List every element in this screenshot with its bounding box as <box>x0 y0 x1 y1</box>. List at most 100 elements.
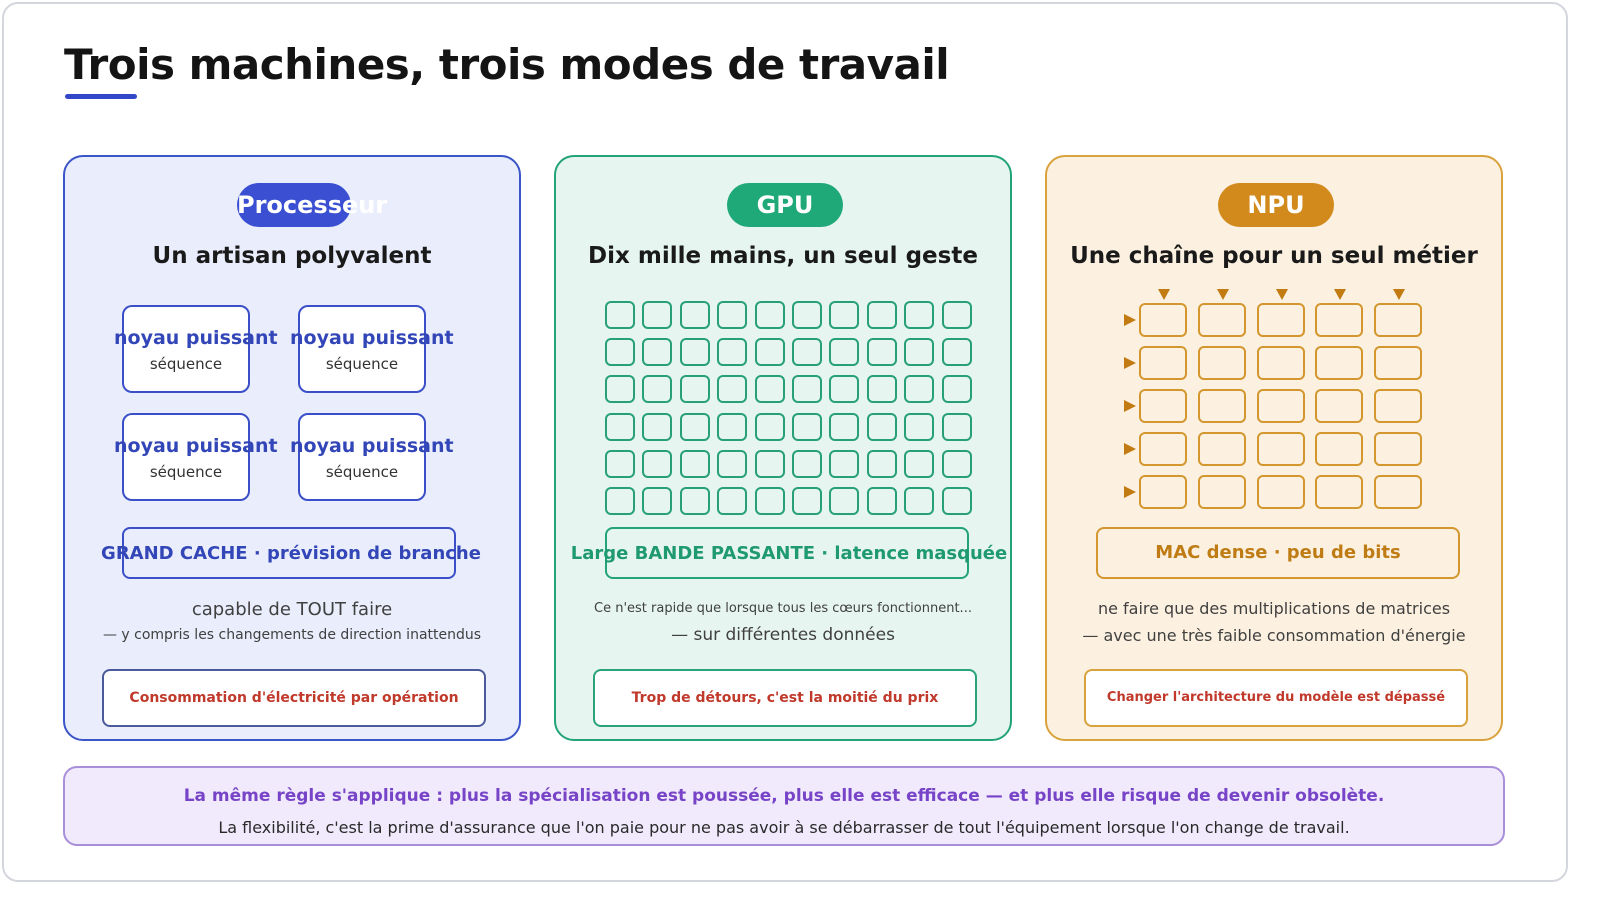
core-title: noyau puissant <box>114 327 278 349</box>
gpu-core-cell <box>605 412 635 441</box>
gpu-core-cell <box>792 301 822 329</box>
npu-feature-label: MAC dense · peu de bits <box>1096 527 1460 579</box>
core-subtitle: séquence <box>149 463 223 481</box>
gpu-core-cell <box>941 449 972 478</box>
mac-unit-cell <box>1139 432 1187 466</box>
data-flow-down-icon <box>1216 289 1229 300</box>
gpu-core-cell <box>904 487 935 515</box>
gpu-core-cell <box>754 412 785 441</box>
gpu-core-cell <box>866 487 897 515</box>
core-subtitle: séquence <box>149 355 223 373</box>
gpu-core-cell <box>792 449 822 478</box>
gpu-core-cell <box>642 412 673 441</box>
mac-unit-cell <box>1197 303 1246 337</box>
gpu-core-cell <box>642 375 673 404</box>
panel-subtitle: Dix mille mains, un seul geste <box>588 243 978 269</box>
data-flow-right-icon <box>1124 357 1136 369</box>
gpu-core-cell <box>792 487 822 515</box>
gpu-core-cell <box>605 301 635 329</box>
gpu-core-cell <box>717 449 748 478</box>
gpu-core-cell <box>679 301 710 329</box>
gpu-core-cell <box>605 449 635 478</box>
mac-unit-cell <box>1139 475 1187 509</box>
gpu-core-cell <box>904 449 935 478</box>
gpu-core-cell <box>904 375 935 404</box>
mac-unit-cell <box>1139 303 1187 337</box>
data-flow-down-icon <box>1393 289 1406 300</box>
panel-caption-detail: — avec une très faible consommation d'én… <box>1082 626 1466 645</box>
gpu-core-cell <box>904 412 935 441</box>
panel-subtitle: Une chaîne pour un seul métier <box>1070 243 1478 269</box>
gpu-core-cell <box>754 487 785 515</box>
page-title: Trois machines, trois modes de travail <box>64 40 950 89</box>
mac-unit-cell <box>1197 389 1246 423</box>
panel-warning: Consommation d'électricité par opération <box>102 669 486 727</box>
gpu-core-cell <box>642 338 673 367</box>
mac-unit-cell <box>1315 303 1364 337</box>
core-title: noyau puissant <box>290 435 454 457</box>
gpu-core-cell <box>829 412 860 441</box>
mac-unit-cell <box>1256 432 1305 466</box>
gpu-core-cell <box>754 338 785 367</box>
gpu-core-cell <box>829 338 860 367</box>
panel-caption: Ce n'est rapide que lorsque tous les cœu… <box>594 601 972 616</box>
cpu-cache-box: GRAND CACHE · prévision de branche <box>101 527 481 579</box>
mac-unit-cell <box>1315 346 1364 380</box>
gpu-core-cell <box>754 449 785 478</box>
data-flow-right-icon <box>1124 443 1136 455</box>
data-flow-right-icon <box>1124 486 1136 498</box>
cpu-core: noyau puissant séquence <box>114 305 278 393</box>
mac-unit-cell <box>1374 432 1423 466</box>
cpu-core: noyau puissant séquence <box>114 413 278 501</box>
gpu-core-cell <box>605 487 635 515</box>
gpu-core-cell <box>754 375 785 404</box>
panel-npu: NPU Une chaîne pour un seul métier MAC d… <box>1045 155 1503 741</box>
gpu-core-cell <box>829 487 860 515</box>
core-subtitle: séquence <box>325 463 399 481</box>
gpu-feature-label: Large BANDE PASSANTE · latence masquée <box>570 543 1008 564</box>
gpu-core-cell <box>642 449 673 478</box>
gpu-core-cell <box>717 412 748 441</box>
cpu-core: noyau puissant séquence <box>290 305 454 393</box>
gpu-core-cell <box>941 487 972 515</box>
mac-unit-cell <box>1374 475 1423 509</box>
gpu-core-cell <box>642 487 673 515</box>
gpu-core-cell <box>717 338 748 367</box>
mac-unit-cell <box>1256 303 1305 337</box>
gpu-core-cell <box>679 338 710 367</box>
mac-unit-cell <box>1374 303 1423 337</box>
panel-subtitle: Un artisan polyvalent <box>152 243 432 269</box>
gpu-core-cell <box>679 412 710 441</box>
panel-caption: ne faire que des multiplications de matr… <box>1097 599 1451 618</box>
cpu-core: noyau puissant séquence <box>290 413 454 501</box>
panel-warning: Changer l'architecture du modèle est dép… <box>1084 669 1468 727</box>
data-flow-right-icon <box>1124 400 1136 412</box>
mac-unit-cell <box>1197 475 1246 509</box>
gpu-core-cell <box>605 375 635 404</box>
core-title: noyau puissant <box>290 327 454 349</box>
panel-caption-detail: — y compris les changements de direction… <box>102 627 482 643</box>
gpu-core-cell <box>866 338 897 367</box>
badge-gpu: GPU <box>727 183 843 227</box>
gpu-core-cell <box>866 375 897 404</box>
cpu-feature-label: GRAND CACHE · prévision de branche <box>101 543 481 564</box>
core-subtitle: séquence <box>325 355 399 373</box>
data-flow-down-icon <box>1334 289 1347 300</box>
gpu-core-cell <box>717 375 748 404</box>
mac-unit-cell <box>1256 475 1305 509</box>
gpu-core-cell <box>717 301 748 329</box>
gpu-core-cell <box>679 487 710 515</box>
panel-cpu: Processeur Un artisan polyvalent noyau p… <box>63 155 521 741</box>
gpu-core-cell <box>792 412 822 441</box>
gpu-core-cell <box>866 301 897 329</box>
mac-unit-cell <box>1315 475 1364 509</box>
gpu-core-cell <box>792 375 822 404</box>
mac-unit-cell <box>1139 389 1187 423</box>
gpu-core-cell <box>866 449 897 478</box>
data-flow-down-icon <box>1158 289 1170 300</box>
gpu-core-cell <box>792 338 822 367</box>
gpu-core-cell <box>605 338 635 367</box>
footer-explanation: La flexibilité, c'est la prime d'assuran… <box>218 818 1350 837</box>
gpu-bandwidth-box: Large BANDE PASSANTE · latence masquée <box>571 527 1007 579</box>
gpu-core-cell <box>941 301 972 329</box>
